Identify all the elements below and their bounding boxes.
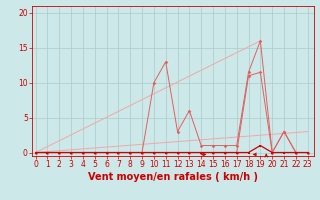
X-axis label: Vent moyen/en rafales ( km/h ): Vent moyen/en rafales ( km/h ) xyxy=(88,172,258,182)
